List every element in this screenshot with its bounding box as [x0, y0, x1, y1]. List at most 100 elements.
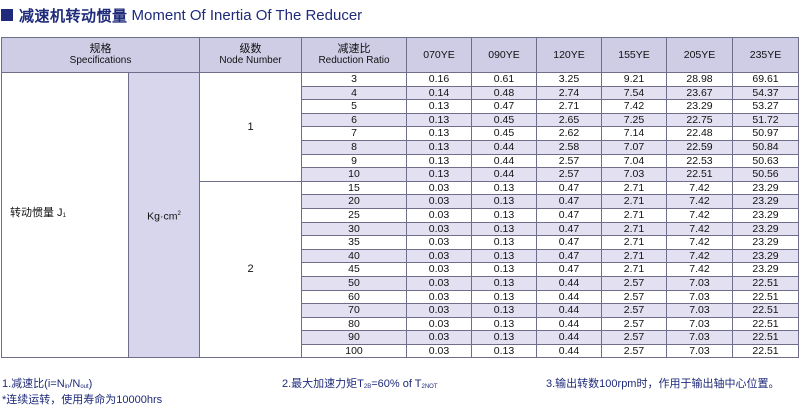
table-row: 2 15 0.03 0.13 0.47 2.71 7.42 23.29 [2, 180, 800, 359]
value-cell: 23.29 [732, 221, 800, 237]
unit-cell: Kg·cm2 [127, 71, 201, 359]
footnote-1: 1.减速比(i=Nin/Nout) [2, 378, 93, 390]
value-cell: 0.13 [471, 343, 538, 359]
value-cell: 2.71 [601, 262, 668, 277]
header-node-number: 级数 Node Number [199, 37, 303, 73]
value-cell: 2.71 [601, 180, 668, 196]
value-cell: 2.71 [601, 248, 668, 264]
value-cell: 7.04 [601, 153, 668, 169]
footnote-3: 3.输出转数100rpm时，作用于输出轴中心位置。 [546, 378, 780, 390]
value-cell: 0.13 [471, 248, 538, 264]
value-cell: 0.47 [536, 248, 603, 264]
value-cell: 2.71 [601, 235, 668, 250]
value-cell: 50.63 [732, 153, 800, 169]
value-cell: 0.03 [406, 235, 473, 250]
value-cell: 0.03 [406, 343, 473, 359]
value-cell: 7.42 [666, 180, 734, 196]
value-cell: 2.57 [536, 167, 603, 182]
value-cell: 50.97 [732, 126, 800, 141]
header-model: 070YE [406, 37, 473, 73]
value-cell: 7.03 [666, 275, 734, 291]
value-cell: 0.13 [406, 139, 473, 155]
value-cell: 53.27 [732, 99, 800, 114]
value-cell: 23.29 [732, 248, 800, 264]
value-cell: 7.03 [601, 167, 668, 182]
value-cell: 22.51 [732, 343, 800, 359]
value-cell: 23.67 [666, 85, 734, 101]
table-row: 转动惯量 J1 Kg·cm2 1 3 0.16 0.61 3.25 9.21 28.98 69.6… [1, 71, 800, 359]
value-cell: 2.57 [601, 275, 668, 291]
header-model: 155YE [601, 37, 668, 73]
value-cell: 7.03 [666, 343, 734, 359]
value-cell: 0.45 [471, 126, 538, 141]
table-row: 8 0.13 0.44 2.58 7.07 22.59 50.84 [2, 139, 800, 155]
value-cell: 2.71 [601, 194, 668, 209]
ratio-cell: 50 [301, 275, 408, 291]
value-cell: 51.72 [732, 112, 800, 128]
ratio-cell: 30 [301, 221, 408, 237]
footnote-2: 2.最大加速力矩T2B=60% of T2NOT [282, 378, 438, 390]
table-row: 100 0.03 0.13 0.44 2.57 7.03 22.51 [2, 343, 800, 359]
ratio-cell: 5 [301, 99, 408, 114]
value-cell: 0.47 [536, 194, 603, 209]
value-cell: 0.44 [536, 289, 603, 305]
value-cell: 0.44 [471, 153, 538, 169]
value-cell: 22.51 [732, 289, 800, 305]
value-cell: 0.14 [406, 85, 473, 101]
ratio-cell: 70 [301, 303, 408, 318]
value-cell: 23.29 [732, 180, 800, 196]
value-cell: 0.13 [471, 262, 538, 277]
value-cell: 2.57 [601, 289, 668, 305]
value-cell: 7.42 [666, 248, 734, 264]
value-cell: 0.03 [406, 330, 473, 345]
value-cell: 22.51 [732, 303, 800, 318]
ratio-cell: 25 [301, 207, 408, 223]
title-bar: 减速机转动惯量 Moment Of Inertia Of The Reducer [0, 4, 362, 26]
value-cell: 0.13 [406, 167, 473, 182]
value-cell: 2.71 [601, 221, 668, 237]
value-cell: 0.03 [406, 248, 473, 264]
ratio-cell: 3 [301, 72, 408, 87]
value-cell: 7.42 [666, 235, 734, 250]
value-cell: 7.03 [666, 303, 734, 318]
value-cell: 22.75 [666, 112, 734, 128]
value-cell: 22.53 [666, 153, 734, 169]
table-row: 70 0.03 0.13 0.44 2.57 7.03 22.51 [2, 303, 800, 318]
value-cell: 22.51 [732, 330, 800, 345]
value-cell: 0.03 [406, 303, 473, 318]
header-specifications: 规格 Specifications [0, 37, 201, 73]
value-cell: 0.13 [471, 303, 538, 318]
value-cell: 50.56 [732, 167, 800, 182]
table-row: 80 0.03 0.13 0.44 2.57 7.03 22.51 [2, 316, 800, 332]
table-row: 20 0.03 0.13 0.47 2.71 7.42 23.29 [2, 194, 800, 209]
value-cell: 0.03 [406, 275, 473, 291]
value-cell: 7.54 [601, 85, 668, 101]
value-cell: 0.13 [471, 207, 538, 223]
table-header-row: 规格 Specifications 级数 Node Number 减速比 Red… [0, 37, 800, 73]
value-cell: 0.13 [406, 153, 473, 169]
value-cell: 0.13 [406, 112, 473, 128]
table-row: 25 0.03 0.13 0.47 2.71 7.42 23.29 [2, 207, 800, 223]
value-cell: 22.51 [666, 167, 734, 182]
header-model: 235YE [732, 37, 800, 73]
ratio-cell: 60 [301, 289, 408, 305]
value-cell: 0.47 [536, 235, 603, 250]
ratio-cell: 15 [301, 180, 408, 196]
value-cell: 28.98 [666, 72, 734, 87]
value-cell: 0.03 [406, 180, 473, 196]
title-square-icon [1, 9, 13, 21]
value-cell: 0.45 [471, 112, 538, 128]
inertia-table: 规格 Specifications 级数 Node Number 减速比 Red… [0, 37, 800, 359]
ratio-cell: 40 [301, 248, 408, 264]
value-cell: 0.47 [536, 262, 603, 277]
value-cell: 23.29 [666, 99, 734, 114]
value-cell: 0.13 [406, 126, 473, 141]
value-cell: 0.47 [536, 180, 603, 196]
value-cell: 2.71 [601, 207, 668, 223]
value-cell: 0.03 [406, 316, 473, 332]
value-cell: 0.44 [471, 167, 538, 182]
value-cell: 7.42 [601, 99, 668, 114]
value-cell: 2.65 [536, 112, 603, 128]
value-cell: 7.03 [666, 330, 734, 345]
header-reduction-ratio: 减速比 Reduction Ratio [301, 37, 408, 73]
